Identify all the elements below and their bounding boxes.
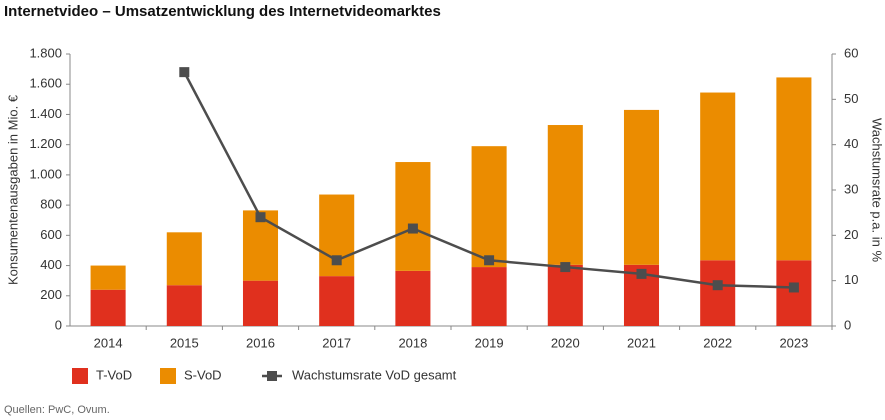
y2-tick-label: 0	[844, 317, 851, 332]
y-tick-label: 1.800	[29, 45, 62, 60]
bar	[319, 276, 355, 326]
y2-tick-label: 40	[844, 136, 858, 151]
bar	[471, 146, 507, 268]
bar	[700, 260, 736, 326]
y2-tick-label: 60	[844, 45, 858, 60]
x-tick-label: 2018	[398, 335, 427, 350]
x-tick-label: 2023	[779, 335, 808, 350]
y-tick-label: 1.400	[29, 106, 62, 121]
bar	[547, 125, 583, 265]
y-tick-label: 400	[40, 257, 62, 272]
line-marker	[407, 223, 418, 234]
legend-label: S-VoD	[184, 367, 222, 382]
bar	[166, 232, 202, 286]
y-tick-label: 600	[40, 227, 62, 242]
bar	[776, 260, 812, 326]
line-marker	[712, 280, 723, 291]
line-marker	[788, 282, 799, 293]
source-note: Quellen: PwC, Ovum.	[4, 404, 110, 416]
y2-tick-label: 20	[844, 227, 858, 242]
bar	[242, 280, 279, 326]
line-marker	[179, 67, 190, 78]
line-marker	[560, 262, 571, 273]
y2-tick-label: 50	[844, 91, 858, 106]
bar	[547, 264, 583, 326]
x-tick-label: 2017	[322, 335, 351, 350]
x-tick-label: 2022	[703, 335, 732, 350]
line-marker	[484, 255, 495, 266]
bar	[623, 109, 660, 265]
bar	[395, 270, 431, 326]
bar	[90, 289, 126, 326]
x-tick-label: 2020	[551, 335, 580, 350]
bar	[395, 162, 431, 271]
y2-tick-label: 10	[844, 272, 858, 287]
chart-title: Internetvideo – Umsatzentwicklung des In…	[4, 3, 441, 20]
y-tick-label: 1.200	[29, 136, 62, 151]
x-tick-label: 2015	[170, 335, 199, 350]
y2-axis-label: Wachstumsrate p.a. in %	[870, 118, 885, 262]
bar	[700, 92, 736, 261]
bar	[776, 77, 812, 261]
bar	[471, 267, 507, 326]
y-tick-label: 1.600	[29, 76, 62, 91]
line-marker	[636, 268, 647, 279]
legend-label: T-VoD	[96, 367, 132, 382]
y-tick-label: 1.000	[29, 166, 62, 181]
x-tick-label: 2019	[475, 335, 504, 350]
legend-swatch	[72, 368, 88, 384]
x-tick-label: 2014	[94, 335, 123, 350]
line-marker	[255, 212, 266, 223]
legend-marker	[267, 371, 277, 381]
y-tick-label: 200	[40, 287, 62, 302]
y-axis-label: Konsumentenausgaben in Mio. €	[5, 94, 20, 285]
x-tick-label: 2016	[246, 335, 275, 350]
bar	[166, 285, 202, 326]
y2-tick-label: 30	[844, 181, 858, 196]
x-tick-label: 2021	[627, 335, 656, 350]
line-marker	[331, 255, 342, 266]
legend-label: Wachstumsrate VoD gesamt	[292, 367, 457, 382]
legend-swatch	[160, 368, 176, 384]
y-tick-label: 0	[55, 317, 62, 332]
y-tick-label: 800	[40, 197, 62, 212]
bar	[90, 265, 126, 290]
